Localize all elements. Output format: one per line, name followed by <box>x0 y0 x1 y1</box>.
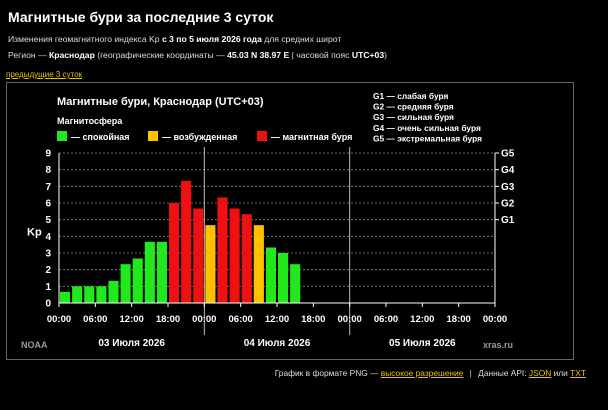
y-axis-label: Kp <box>27 227 42 239</box>
g-tick-label: G3 <box>501 182 515 193</box>
footer-separator: | <box>469 368 472 378</box>
g-tick-label: G4 <box>501 165 515 176</box>
region-tz: UTC+03 <box>351 50 385 60</box>
kp-bar <box>60 291 71 303</box>
source-label-xras: xras.ru <box>483 340 513 350</box>
kp-chart: Магнитные бури, Краснодар (UTC+03) Магнит… <box>21 91 515 350</box>
y-tick-label: 0 <box>45 299 51 310</box>
y-tick-label: 8 <box>45 165 51 176</box>
txt-link[interactable]: TXT <box>570 368 586 378</box>
x-tick-label: 00:00 <box>483 314 507 325</box>
y-tick-label: 5 <box>45 215 51 226</box>
x-tick-label: 00:00 <box>47 314 71 325</box>
kp-bar <box>72 286 83 303</box>
kp-bar <box>253 225 264 303</box>
footer: График в формате PNG — высокое разрешени… <box>275 368 586 378</box>
kp-bar <box>120 264 131 303</box>
y-tick-label: 3 <box>45 249 51 260</box>
chart-title: Магнитные бури, Краснодар (UTC+03) <box>57 96 264 108</box>
page-title: Магнитные бури за последние 3 суток <box>8 9 274 25</box>
kp-bar <box>290 264 301 303</box>
g-tick-label: G1 <box>501 215 515 226</box>
x-tick-label: 12:00 <box>265 314 289 325</box>
kp-bar <box>144 241 155 303</box>
kp-bar <box>108 280 119 303</box>
region-coords-label: (географические координаты — <box>97 50 225 60</box>
kp-bar <box>96 286 107 303</box>
kp-bar <box>278 253 289 303</box>
kp-bar <box>181 180 192 303</box>
y-tick-label: 9 <box>45 149 51 160</box>
g-scale-legend-item: G4 — очень сильная буря <box>373 123 481 133</box>
x-tick-label: 00:00 <box>192 314 216 325</box>
region-info: Регион — Краснодар (географические коорд… <box>8 50 387 60</box>
previous-3-days-link[interactable]: предыдущие 3 суток <box>6 70 83 79</box>
legend-swatch <box>257 131 267 141</box>
g-scale-legend-item: G1 — слабая буря <box>373 91 448 101</box>
g-scale-legend-item: G3 — сильная буря <box>373 112 454 122</box>
x-tick-label: 00:00 <box>338 314 362 325</box>
x-tick-label: 06:00 <box>83 314 107 325</box>
x-tick-label: 12:00 <box>410 314 434 325</box>
footer-png-prefix: График в формате PNG — <box>274 368 379 378</box>
kp-bar <box>84 286 95 303</box>
x-tick-label: 18:00 <box>301 314 325 325</box>
legend-swatch <box>57 131 67 141</box>
y-tick-label: 4 <box>45 232 51 243</box>
footer-or: или <box>553 368 568 378</box>
footer-api-label: Данные API: <box>478 368 527 378</box>
legend-swatch <box>148 131 158 141</box>
subtitle: Изменения геомагнитного индекса Kp с 3 п… <box>8 34 341 44</box>
g-scale-legend-item: G2 — средняя буря <box>373 102 454 112</box>
json-link[interactable]: JSON <box>528 368 552 378</box>
kp-bar <box>229 208 240 303</box>
region-prefix: Регион — <box>8 50 47 60</box>
y-tick-label: 1 <box>45 282 51 293</box>
y-tick-label: 6 <box>45 199 51 210</box>
region-tz-close: ) <box>384 50 387 60</box>
legend-label: — магнитная буря <box>271 132 352 142</box>
day-label: 04 Июля 2026 <box>244 338 311 349</box>
region-tz-label: | часовой пояс <box>291 50 350 60</box>
kp-bar <box>156 241 167 303</box>
kp-bar <box>169 203 180 303</box>
kp-bar <box>241 214 252 303</box>
region-coords: 45.03 N 38.97 E <box>227 50 290 60</box>
source-label-noaa: NOAA <box>21 340 48 350</box>
x-tick-label: 06:00 <box>229 314 253 325</box>
kp-bar <box>217 197 228 303</box>
subtitle-date-range: с 3 по 5 июля 2026 года <box>161 34 262 44</box>
y-tick-label: 7 <box>45 182 51 193</box>
kp-bar <box>193 208 204 303</box>
kp-chart-panel: Магнитные бури, Краснодар (UTC+03) Магнит… <box>6 82 574 360</box>
x-tick-label: 18:00 <box>156 314 180 325</box>
subtitle-prefix: Изменения геомагнитного индекса Kp <box>8 34 160 44</box>
legend-label: — спокойная <box>71 132 130 142</box>
kp-bar <box>132 258 143 303</box>
x-tick-label: 06:00 <box>374 314 398 325</box>
kp-bar <box>205 225 216 303</box>
subtitle-suffix: для средних широт <box>264 34 342 44</box>
legend-label: — возбужденная <box>162 132 237 142</box>
y-tick-label: 2 <box>45 265 51 276</box>
high-resolution-link[interactable]: высокое разрешение <box>380 368 464 378</box>
g-tick-label: G5 <box>501 149 515 160</box>
day-label: 03 Июля 2026 <box>98 338 165 349</box>
legend-title: Магнитосфера <box>57 116 123 126</box>
region-name: Краснодар <box>48 50 95 60</box>
g-tick-label: G2 <box>501 199 515 210</box>
x-tick-label: 18:00 <box>447 314 471 325</box>
g-scale-legend-item: G5 — экстремальная буря <box>373 133 482 143</box>
x-tick-label: 12:00 <box>120 314 144 325</box>
day-label: 05 Июля 2026 <box>389 338 456 349</box>
kp-bar <box>265 247 276 303</box>
